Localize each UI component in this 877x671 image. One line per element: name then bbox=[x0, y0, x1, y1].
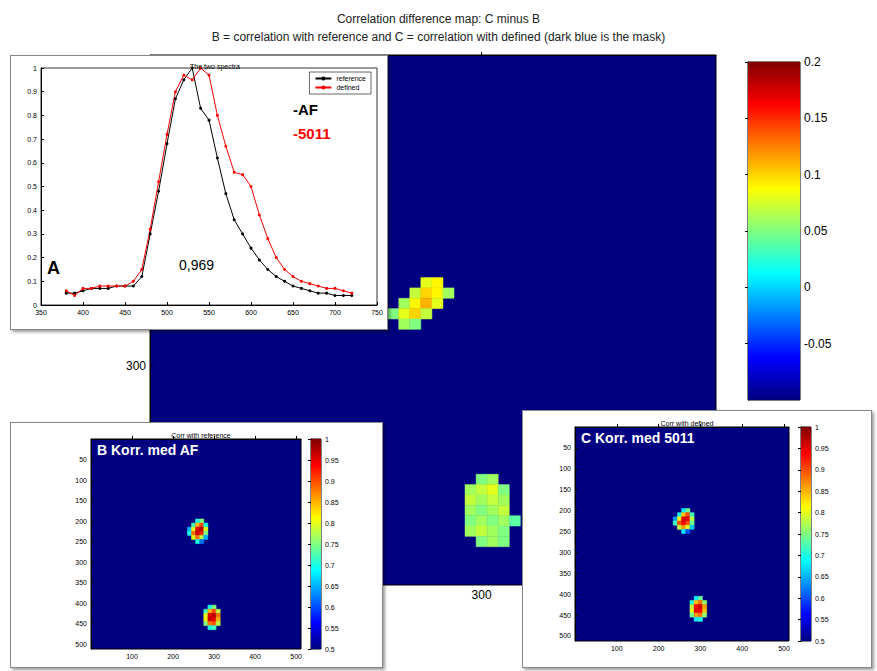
svg-text:500: 500 bbox=[290, 653, 302, 660]
svg-text:Correlation difference map: C: Correlation difference map: C minus B bbox=[337, 12, 540, 26]
svg-text:B = correlation with reference: B = correlation with reference and C = c… bbox=[212, 30, 666, 44]
svg-text:0.9: 0.9 bbox=[815, 466, 825, 473]
svg-text:0.6: 0.6 bbox=[815, 595, 825, 602]
svg-text:A: A bbox=[47, 258, 60, 278]
svg-text:0: 0 bbox=[33, 302, 37, 309]
svg-text:350: 350 bbox=[75, 579, 87, 586]
svg-text:300: 300 bbox=[472, 588, 492, 602]
svg-text:300: 300 bbox=[559, 549, 571, 556]
svg-text:0.55: 0.55 bbox=[815, 616, 829, 623]
svg-text:100: 100 bbox=[611, 645, 623, 652]
svg-text:500: 500 bbox=[778, 645, 790, 652]
svg-text:0.4: 0.4 bbox=[27, 207, 37, 214]
svg-text:100: 100 bbox=[75, 477, 87, 484]
svg-text:0.7: 0.7 bbox=[815, 552, 825, 559]
svg-text:0.5: 0.5 bbox=[815, 638, 825, 645]
svg-text:reference: reference bbox=[336, 75, 366, 82]
svg-text:700: 700 bbox=[329, 309, 341, 316]
svg-text:1: 1 bbox=[325, 436, 329, 443]
svg-text:0.1: 0.1 bbox=[27, 278, 37, 285]
svg-text:0.9: 0.9 bbox=[325, 478, 335, 485]
svg-text:0.65: 0.65 bbox=[815, 573, 829, 580]
svg-text:1: 1 bbox=[815, 424, 819, 431]
svg-text:100: 100 bbox=[126, 653, 138, 660]
svg-text:400: 400 bbox=[736, 645, 748, 652]
svg-text:400: 400 bbox=[249, 653, 261, 660]
svg-text:Corr with defined: Corr with defined bbox=[661, 420, 714, 427]
svg-text:250: 250 bbox=[559, 528, 571, 535]
svg-text:0.95: 0.95 bbox=[325, 457, 339, 464]
svg-text:C Korr. med 5011: C Korr. med 5011 bbox=[581, 430, 695, 446]
svg-text:100: 100 bbox=[559, 465, 571, 472]
svg-text:-AF: -AF bbox=[293, 101, 318, 118]
svg-text:0.5: 0.5 bbox=[27, 183, 37, 190]
svg-text:550: 550 bbox=[203, 309, 215, 316]
svg-text:150: 150 bbox=[75, 497, 87, 504]
svg-text:200: 200 bbox=[75, 518, 87, 525]
svg-text:500: 500 bbox=[161, 309, 173, 316]
svg-text:300: 300 bbox=[126, 359, 146, 373]
svg-text:0.7: 0.7 bbox=[325, 562, 335, 569]
svg-text:350: 350 bbox=[559, 570, 571, 577]
svg-text:200: 200 bbox=[653, 645, 665, 652]
svg-text:250: 250 bbox=[75, 538, 87, 545]
svg-text:600: 600 bbox=[245, 309, 257, 316]
svg-text:-0.05: -0.05 bbox=[804, 337, 832, 351]
svg-text:0.85: 0.85 bbox=[325, 499, 339, 506]
svg-text:0.95: 0.95 bbox=[815, 445, 829, 452]
svg-text:350: 350 bbox=[35, 309, 47, 316]
svg-text:0.55: 0.55 bbox=[325, 625, 339, 632]
svg-text:300: 300 bbox=[695, 645, 707, 652]
svg-text:0.75: 0.75 bbox=[325, 541, 339, 548]
svg-text:0.75: 0.75 bbox=[815, 531, 829, 538]
svg-text:0.2: 0.2 bbox=[27, 254, 37, 261]
svg-text:0.8: 0.8 bbox=[325, 520, 335, 527]
svg-text:0.05: 0.05 bbox=[804, 224, 828, 238]
svg-text:0.1: 0.1 bbox=[804, 168, 821, 182]
svg-text:defined: defined bbox=[336, 84, 359, 91]
svg-text:200: 200 bbox=[559, 507, 571, 514]
svg-text:300: 300 bbox=[208, 653, 220, 660]
svg-text:0.2: 0.2 bbox=[804, 55, 821, 69]
svg-text:150: 150 bbox=[559, 486, 571, 493]
svg-text:0.9: 0.9 bbox=[27, 88, 37, 95]
svg-text:50: 50 bbox=[563, 444, 571, 451]
svg-text:400: 400 bbox=[559, 591, 571, 598]
svg-text:750: 750 bbox=[371, 309, 383, 316]
svg-text:0.65: 0.65 bbox=[325, 583, 339, 590]
svg-text:50: 50 bbox=[79, 456, 87, 463]
svg-text:200: 200 bbox=[167, 653, 179, 660]
svg-text:0.15: 0.15 bbox=[804, 111, 828, 125]
svg-text:650: 650 bbox=[287, 309, 299, 316]
svg-text:0.6: 0.6 bbox=[27, 159, 37, 166]
svg-text:The two spectra: The two spectra bbox=[190, 63, 240, 71]
svg-text:300: 300 bbox=[75, 559, 87, 566]
svg-text:400: 400 bbox=[75, 600, 87, 607]
svg-text:0: 0 bbox=[804, 280, 811, 294]
svg-text:450: 450 bbox=[75, 620, 87, 627]
svg-text:-5011: -5011 bbox=[293, 125, 331, 142]
svg-text:450: 450 bbox=[559, 612, 571, 619]
svg-text:1: 1 bbox=[33, 65, 37, 72]
svg-text:0.85: 0.85 bbox=[815, 488, 829, 495]
svg-text:Corr with reference: Corr with reference bbox=[171, 432, 231, 439]
svg-text:0.5: 0.5 bbox=[325, 646, 335, 653]
svg-text:0.8: 0.8 bbox=[27, 112, 37, 119]
svg-text:0,969: 0,969 bbox=[179, 257, 214, 273]
svg-text:500: 500 bbox=[559, 632, 571, 639]
svg-text:B Korr. med AF: B Korr. med AF bbox=[97, 442, 199, 458]
svg-text:400: 400 bbox=[77, 309, 89, 316]
svg-text:450: 450 bbox=[119, 309, 131, 316]
svg-text:0.7: 0.7 bbox=[27, 136, 37, 143]
svg-text:0.8: 0.8 bbox=[815, 509, 825, 516]
svg-text:0.6: 0.6 bbox=[325, 604, 335, 611]
svg-text:500: 500 bbox=[75, 641, 87, 648]
svg-text:0.3: 0.3 bbox=[27, 230, 37, 237]
